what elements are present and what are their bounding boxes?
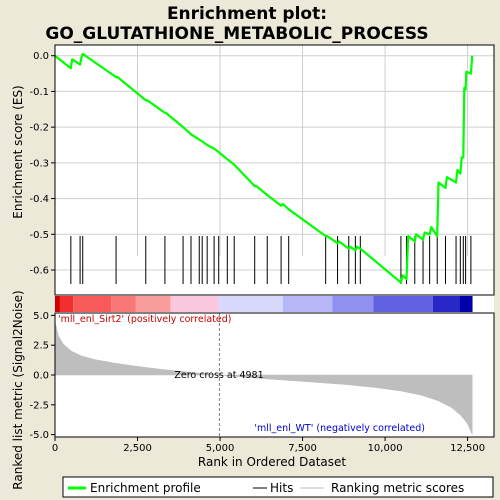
- xtick-label-1: 2,500: [123, 443, 152, 454]
- xtick-label-0: 0: [52, 443, 58, 454]
- es-y-ticks: 0.0 -0.1 -0.2 -0.3 -0.4 -0.5 -0.6: [29, 51, 55, 277]
- positive-correlation-label: 'mll_enl_Sirt2' (positively correlated): [58, 314, 231, 325]
- negative-correlation-label: 'mll_enl_WT' (negatively correlated): [254, 423, 425, 434]
- metric-ytick-label-2: 0.0: [33, 371, 49, 382]
- metric-ytick-label-3: -2.5: [29, 400, 49, 411]
- metric-ytick-label-1: 2.5: [33, 341, 49, 352]
- legend: Enrichment profile Hits Ranking metric sco…: [68, 481, 464, 495]
- color-bar-segment-5: [170, 296, 219, 312]
- color-bar: [55, 296, 473, 312]
- color-bar-segment-9: [373, 296, 433, 312]
- x-axis-label: Rank in Ordered Dataset: [198, 455, 346, 469]
- color-bar-segment-3: [111, 296, 136, 312]
- color-bar-segment-4: [135, 296, 171, 312]
- xtick-label-3: 7,500: [288, 443, 317, 454]
- color-bar-segment-10: [432, 296, 460, 312]
- color-bar-segment-2: [73, 296, 112, 312]
- es-layer: [54, 52, 474, 284]
- es-ytick-label-6: -0.6: [29, 266, 49, 277]
- color-bar-segment-7: [282, 296, 333, 312]
- es-ytick-label-0: 0.0: [33, 51, 49, 62]
- es-ytick-label-1: -0.1: [29, 87, 49, 98]
- es-ytick-label-4: -0.4: [29, 194, 49, 205]
- metric-layer: [54, 313, 473, 437]
- color-bar-segment-0: [55, 296, 60, 312]
- legend-label-0: Enrichment profile: [90, 481, 201, 495]
- legend-label-2: Ranking metric scores: [331, 481, 464, 495]
- metric-ytick-label-0: 5.0: [33, 311, 49, 322]
- xtick-label-4: 10,000: [368, 443, 403, 454]
- chart-title-line1: Enrichment plot:: [167, 4, 327, 24]
- es-ytick-label-5: -0.5: [29, 230, 49, 241]
- legend-label-1: Hits: [270, 481, 293, 495]
- es-ytick-label-2: -0.2: [29, 123, 49, 134]
- xtick-label-2: 5,000: [206, 443, 235, 454]
- zero-cross-label: Zero cross at 4981: [174, 370, 263, 381]
- metric-y-ticks: 5.0 2.5 0.0 -2.5 -5.0: [29, 311, 55, 441]
- metric-ytick-label-4: -5.0: [29, 430, 49, 441]
- color-bar-segment-8: [332, 296, 374, 312]
- color-bar-segment-1: [59, 296, 74, 312]
- legend-box: [62, 476, 494, 498]
- ranking-metric-area: [54, 321, 473, 435]
- chart-title-line2: GO_GLUTATHIONE_METABOLIC_PROCESS: [45, 24, 428, 44]
- metric-y-axis-label: Ranked list metric (Signal2Noise): [11, 290, 25, 489]
- es-y-axis-label: Enrichment score (ES): [11, 85, 25, 218]
- es-ytick-label-3: -0.3: [29, 158, 49, 169]
- xtick-label-5: 12,500: [450, 443, 485, 454]
- es-panel-frame: [54, 44, 495, 296]
- color-bar-segment-11: [459, 296, 473, 312]
- x-ticks: 0 2,500 5,000 7,500 10,000 12,500: [52, 437, 485, 454]
- enrichment-profile-line: [54, 52, 474, 284]
- color-bar-segment-6: [218, 296, 283, 312]
- es-panel-background: [55, 45, 494, 295]
